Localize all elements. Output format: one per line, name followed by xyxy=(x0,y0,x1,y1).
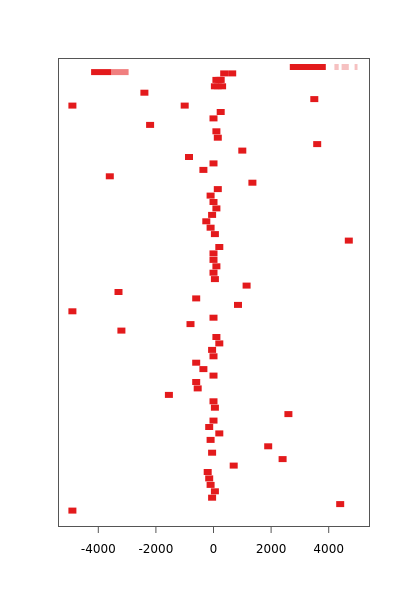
x-tick-label: 0 xyxy=(210,542,218,556)
data-point-5 xyxy=(216,76,225,83)
data-point-42 xyxy=(192,295,201,302)
data-point-71 xyxy=(206,481,215,488)
data-point-54 xyxy=(209,372,218,379)
data-point-49 xyxy=(215,340,224,347)
data-point-28 xyxy=(212,205,221,212)
data-point-52 xyxy=(192,359,201,366)
data-point-40 xyxy=(242,282,251,289)
data-point-46 xyxy=(186,321,195,328)
data-point-75 xyxy=(68,507,77,514)
data-point-19 xyxy=(238,147,247,154)
range-bar-2 xyxy=(334,64,339,70)
data-point-57 xyxy=(164,391,173,398)
data-point-13 xyxy=(216,109,225,115)
x-tick-label: 2000 xyxy=(256,542,287,556)
data-point-60 xyxy=(284,411,293,418)
data-point-34 xyxy=(215,244,224,250)
data-point-29 xyxy=(208,211,217,218)
range-bar-3 xyxy=(341,64,349,70)
data-point-8 xyxy=(218,83,227,90)
data-point-65 xyxy=(264,443,273,450)
data-point-1 xyxy=(220,70,229,77)
data-point-63 xyxy=(215,430,224,437)
range-bar-1 xyxy=(289,64,326,70)
range-bar-4 xyxy=(354,64,358,70)
data-point-59 xyxy=(210,404,219,411)
data-point-32 xyxy=(210,231,219,238)
data-point-74 xyxy=(336,501,345,508)
data-point-50 xyxy=(208,346,217,353)
data-point-25 xyxy=(213,186,222,193)
data-point-16 xyxy=(212,128,221,135)
data-point-11 xyxy=(68,102,77,109)
data-point-15 xyxy=(146,121,155,128)
data-point-39 xyxy=(210,276,219,283)
data-point-26 xyxy=(206,192,215,199)
data-point-22 xyxy=(199,166,208,173)
data-point-44 xyxy=(68,308,77,315)
data-point-38 xyxy=(209,269,218,276)
data-point-12 xyxy=(180,102,189,109)
data-point-31 xyxy=(206,224,215,231)
data-point-45 xyxy=(209,314,218,321)
data-point-62 xyxy=(205,424,214,430)
x-axis-ticks: -4000 -2000 0 2000 4000 xyxy=(81,526,344,556)
data-point-43 xyxy=(234,301,242,308)
data-point-51 xyxy=(209,353,218,360)
data-point-35 xyxy=(209,250,218,257)
data-point-41 xyxy=(114,289,123,295)
data-point-61 xyxy=(209,417,218,424)
data-point-33 xyxy=(344,237,353,244)
data-point-10 xyxy=(310,96,319,103)
data-points xyxy=(68,70,353,514)
data-point-37 xyxy=(212,263,221,270)
data-point-68 xyxy=(229,462,238,469)
data-point-56 xyxy=(193,385,202,392)
data-point-17 xyxy=(213,134,222,141)
data-point-36 xyxy=(209,256,218,263)
data-point-27 xyxy=(209,199,218,205)
data-point-66 xyxy=(208,449,217,456)
range-bar-5 xyxy=(91,69,112,76)
data-point-7 xyxy=(213,83,222,90)
data-point-64 xyxy=(206,436,215,443)
x-axis: -4000 -2000 0 2000 4000 xyxy=(81,526,344,556)
data-point-20 xyxy=(185,154,193,160)
data-point-53 xyxy=(199,366,208,373)
data-point-9 xyxy=(140,89,149,96)
data-point-47 xyxy=(117,327,126,334)
data-point-14 xyxy=(209,115,218,122)
data-point-58 xyxy=(209,398,218,405)
data-point-67 xyxy=(278,456,287,463)
data-point-18 xyxy=(313,141,322,148)
x-tick-label: 4000 xyxy=(313,542,344,556)
data-point-30 xyxy=(202,218,211,225)
data-point-55 xyxy=(192,379,201,385)
x-tick-label: -4000 xyxy=(81,542,116,556)
range-bar-6 xyxy=(111,69,129,76)
x-tick-label: -2000 xyxy=(138,542,173,556)
data-point-69 xyxy=(203,469,212,475)
data-point-70 xyxy=(205,475,214,482)
range-bars xyxy=(91,64,358,76)
data-point-24 xyxy=(248,179,257,186)
data-point-23 xyxy=(105,173,114,180)
data-point-72 xyxy=(210,488,219,495)
data-point-48 xyxy=(212,334,221,340)
data-point-21 xyxy=(209,160,218,167)
data-point-2 xyxy=(228,70,237,77)
data-point-73 xyxy=(208,494,217,501)
